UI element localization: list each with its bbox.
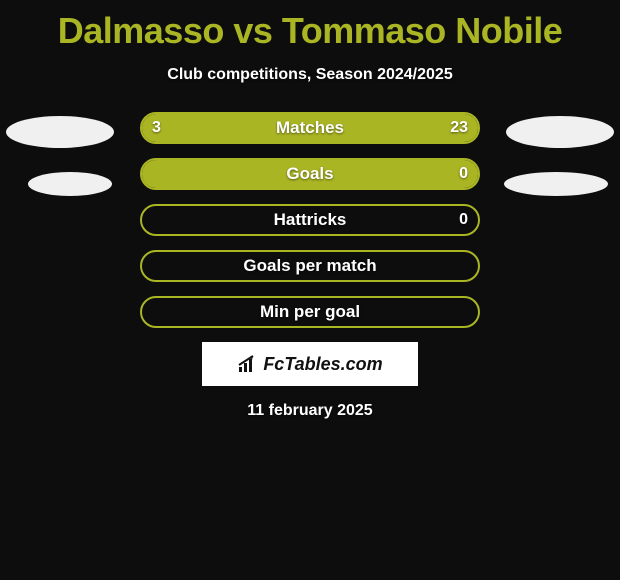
page-subtitle: Club competitions, Season 2024/2025 — [0, 66, 620, 84]
stat-row-goals: Goals 0 — [140, 158, 480, 190]
player-left-badge — [28, 172, 112, 196]
player-left-avatar — [6, 116, 114, 148]
player-right-badge — [504, 172, 608, 196]
chart-icon — [237, 355, 259, 373]
stat-bar-track — [140, 296, 480, 328]
stat-bar-fill-right — [181, 114, 478, 142]
page-title: Dalmasso vs Tommaso Nobile — [0, 0, 620, 52]
stat-bar-fill-left — [142, 114, 181, 142]
stat-row-goals-per-match: Goals per match — [140, 250, 480, 282]
date-label: 11 february 2025 — [0, 402, 620, 420]
source-badge-text: FcTables.com — [263, 354, 382, 375]
stat-bar-track — [140, 250, 480, 282]
stat-row-hattricks: Hattricks 0 — [140, 204, 480, 236]
stat-bar-track — [140, 112, 480, 144]
stat-bar-track — [140, 204, 480, 236]
stat-row-min-per-goal: Min per goal — [140, 296, 480, 328]
comparison-chart: 3 Matches 23 Goals 0 Hattricks 0 Goals p… — [0, 112, 620, 420]
stat-bar-fill-left — [142, 160, 478, 188]
source-badge[interactable]: FcTables.com — [202, 342, 418, 386]
player-right-avatar — [506, 116, 614, 148]
stat-row-matches: 3 Matches 23 — [140, 112, 480, 144]
stat-bar-track — [140, 158, 480, 190]
